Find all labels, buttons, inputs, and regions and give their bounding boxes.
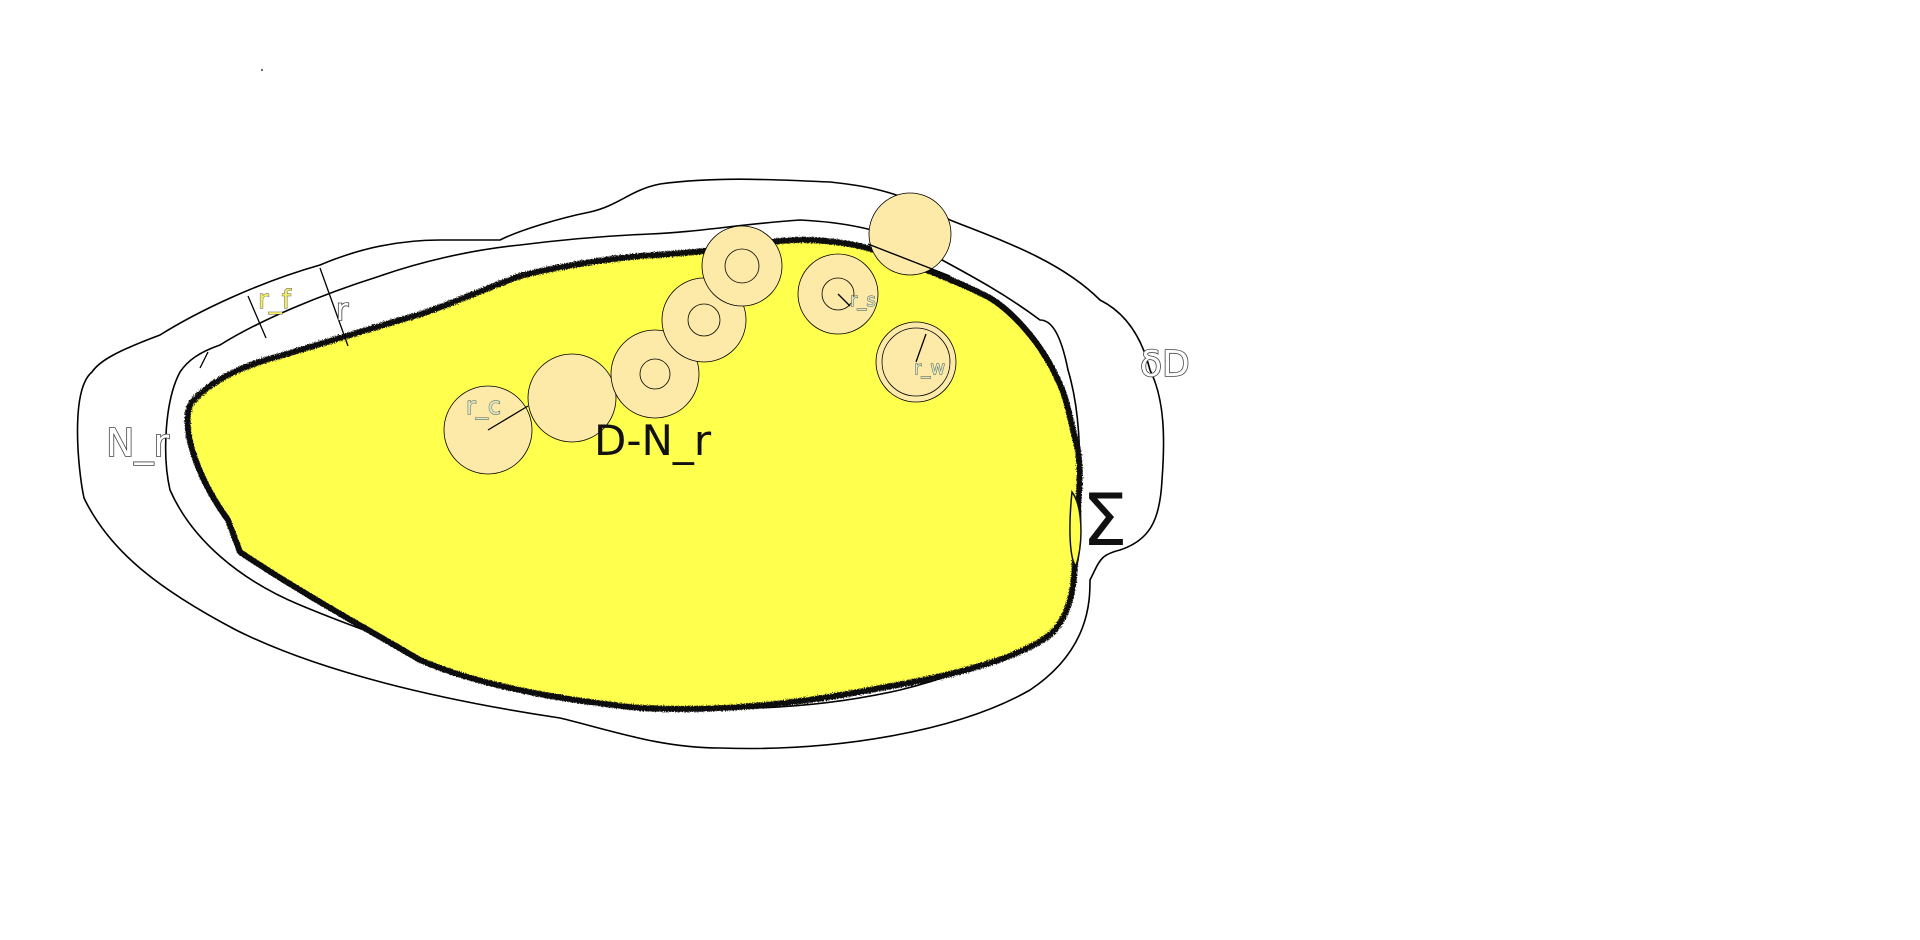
circle-icon <box>527 353 617 443</box>
radius-label: r <box>336 293 349 328</box>
boundary-label: δD <box>1140 344 1190 385</box>
neighborhood-label: N_r <box>106 421 169 465</box>
radius-c-label: r_c <box>466 392 501 420</box>
ball-diameter-line <box>867 243 951 277</box>
radius-s-line <box>837 293 851 307</box>
stray-dot <box>261 69 263 71</box>
radius-f-label: r_f <box>258 285 292 315</box>
radius-f-tick-left <box>247 295 267 339</box>
circle-icon <box>724 248 760 284</box>
radius-w-label: r_w <box>914 358 945 379</box>
circle-icon <box>639 358 671 390</box>
circle-icon <box>868 192 952 276</box>
neighborhood-inner-tick <box>199 351 209 369</box>
balls-group <box>443 192 957 475</box>
circle-icon <box>701 225 783 307</box>
singular-point-bump <box>1069 490 1082 568</box>
domain-region <box>184 236 1083 713</box>
outer-boundary-curve <box>76 178 1165 750</box>
circle-icon <box>881 327 951 397</box>
circle-icon <box>821 277 855 311</box>
radius-s-label: r_s <box>850 290 876 311</box>
singular-label: Σ <box>1082 478 1128 562</box>
domain-label: D-N_r <box>594 416 712 465</box>
radius-w-line <box>915 333 927 363</box>
radius-c-line <box>487 405 529 431</box>
radius-tick-right <box>319 267 349 347</box>
circle-icon <box>687 303 721 337</box>
